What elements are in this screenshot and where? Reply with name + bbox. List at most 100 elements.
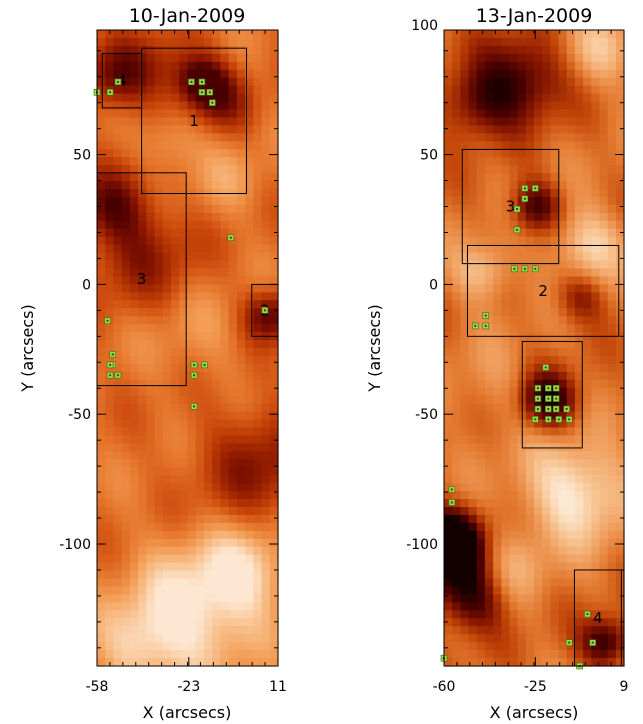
heatmap-cell (542, 236, 551, 246)
heatmap-cell (534, 268, 543, 278)
heatmap-cell (171, 45, 180, 55)
heatmap-cell (460, 658, 470, 667)
heatmap-cell (460, 316, 470, 325)
heatmap-cell (525, 276, 535, 285)
heatmap-cell (452, 483, 461, 492)
heatmap-cell (452, 181, 461, 190)
heatmap-cell (574, 220, 584, 230)
heatmap-cell (599, 220, 609, 230)
heatmap-cell (121, 220, 131, 230)
heatmap-cell (583, 181, 592, 190)
heatmap-cell (591, 499, 601, 508)
heatmap-cell (517, 141, 527, 150)
heatmap-cell (468, 546, 478, 556)
heatmap-cell (171, 507, 180, 516)
heatmap-cell (452, 491, 461, 500)
heatmap-cell (493, 157, 502, 166)
heatmap-cell (261, 30, 271, 39)
heatmap-cell (121, 141, 131, 150)
heatmap-cell (138, 491, 147, 500)
heatmap-cell (534, 650, 543, 659)
heatmap-cell (236, 332, 246, 341)
heatmap-cell (146, 403, 156, 413)
heatmap-cell (452, 546, 461, 556)
heatmap-cell (493, 435, 502, 444)
heatmap-cell (550, 483, 560, 492)
marker (190, 371, 198, 379)
heatmap-cell (195, 204, 205, 214)
heatmap-cell (476, 196, 486, 206)
heatmap-cell (550, 340, 560, 349)
heatmap-cell (146, 340, 156, 349)
heatmap-cell (558, 451, 568, 460)
heatmap-cell (212, 371, 222, 381)
heatmap-cell (583, 427, 592, 437)
heatmap-cell (501, 348, 511, 357)
heatmap-cell (484, 189, 494, 198)
heatmap-cell (129, 260, 139, 270)
heatmap-cell (509, 395, 519, 405)
heatmap-cell (501, 530, 511, 540)
heatmap-cell (154, 316, 164, 325)
heatmap-cell (607, 554, 617, 564)
heatmap-cell (171, 379, 180, 389)
heatmap-cell (452, 395, 461, 405)
heatmap-cell (203, 658, 213, 667)
heatmap-cell (484, 53, 494, 63)
heatmap-cell (203, 467, 213, 476)
heatmap-cell (269, 109, 279, 119)
heatmap-cell (261, 77, 271, 87)
heatmap-cell (228, 395, 238, 405)
heatmap-cell (468, 427, 478, 437)
heatmap-cell (460, 395, 470, 405)
heatmap-cell (162, 348, 172, 357)
heatmap-cell (212, 419, 222, 429)
heatmap-cell (583, 77, 592, 87)
heatmap-cell (105, 340, 115, 349)
heatmap-cell (583, 260, 592, 270)
heatmap-cell (542, 141, 551, 150)
heatmap-cell (269, 228, 279, 238)
heatmap-cell (566, 61, 576, 71)
heatmap-cell (468, 284, 478, 293)
heatmap-cell (146, 276, 156, 285)
heatmap-cell (245, 395, 254, 405)
heatmap-cell (154, 546, 164, 556)
heatmap-cell (484, 284, 494, 293)
heatmap-cell (550, 77, 560, 87)
heatmap-cell (129, 451, 139, 460)
heatmap-cell (195, 443, 205, 452)
heatmap-cell (154, 658, 164, 667)
heatmap-cell (154, 85, 164, 95)
heatmap-cell (113, 220, 123, 230)
heatmap-cell (558, 395, 568, 405)
heatmap-cell (452, 189, 461, 198)
heatmap-cell (179, 157, 189, 166)
heatmap-cell (607, 371, 617, 381)
heatmap-cell (615, 236, 625, 246)
marker-center (523, 187, 526, 190)
heatmap-cell (566, 419, 576, 429)
heatmap-cell (113, 594, 123, 603)
heatmap-cell (566, 109, 576, 119)
heatmap-cell (574, 300, 584, 309)
heatmap-cell (509, 451, 519, 460)
heatmap-cell (566, 220, 576, 230)
heatmap-cell (97, 419, 106, 429)
heatmap-cell (203, 276, 213, 285)
heatmap-cell (493, 427, 502, 437)
heatmap-cell (228, 45, 238, 55)
heatmap-cell (591, 30, 601, 39)
heatmap-cell (261, 260, 271, 270)
heatmap-cell (146, 483, 156, 492)
heatmap-cell (187, 618, 197, 627)
heatmap-cell (105, 332, 115, 341)
heatmap-cell (121, 610, 131, 619)
heatmap-cell (493, 117, 502, 126)
heatmap-cell (509, 387, 519, 397)
heatmap-cell (452, 93, 461, 103)
heatmap-cell (236, 133, 246, 142)
heatmap-cell (245, 300, 254, 309)
heatmap-cell (245, 332, 254, 341)
heatmap-cell (583, 196, 592, 206)
